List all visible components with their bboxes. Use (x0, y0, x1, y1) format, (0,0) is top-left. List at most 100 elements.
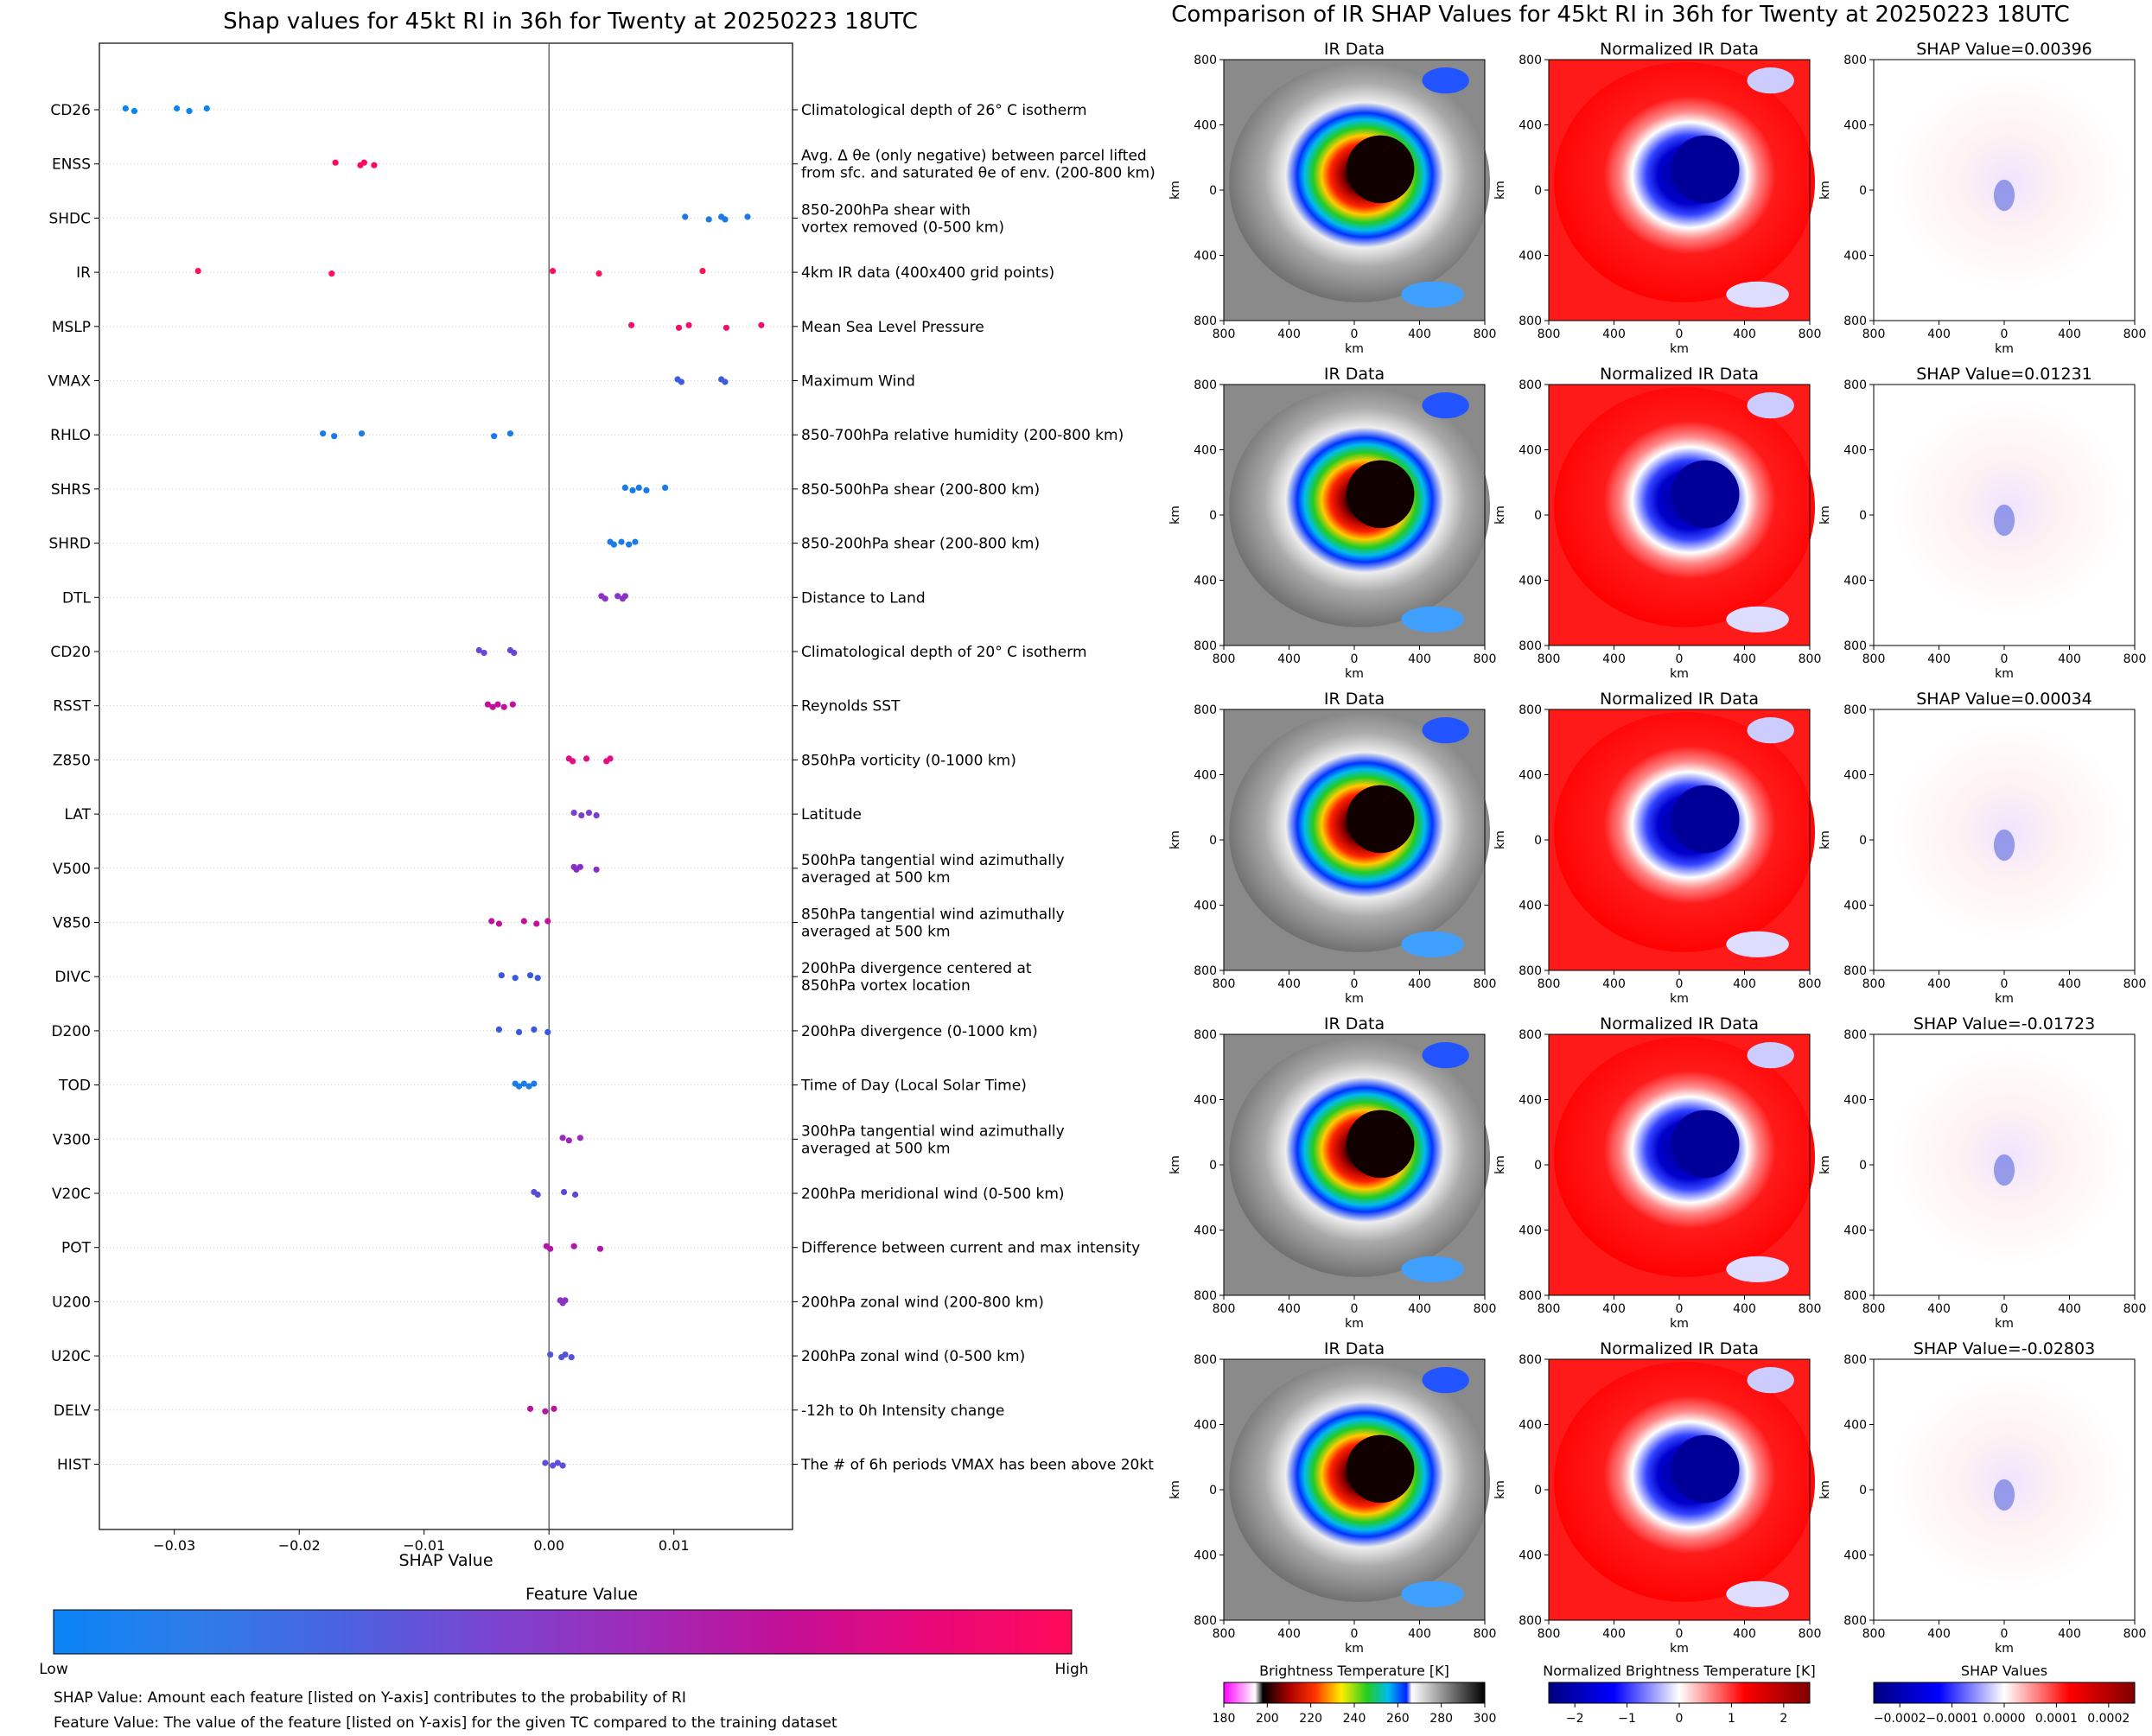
feature-label: MSLP (52, 319, 91, 336)
shap-point-shdc (705, 216, 712, 223)
cloud-cluster (1726, 931, 1789, 957)
panel-y-tick-label: 400 (1843, 900, 1867, 913)
feature-description: averaged at 500 km (801, 924, 951, 941)
panel-x-tick-label: 400 (1408, 1627, 1431, 1641)
panel-title: IR Data (1324, 690, 1385, 709)
cloud-cluster (1747, 1042, 1794, 1069)
shap-point-shrs (643, 486, 650, 494)
shap-point-shrs (629, 486, 636, 494)
panel-title: SHAP Value=0.00396 (1916, 40, 2092, 59)
shap-point-delv (542, 1408, 549, 1415)
shap-point-cd26 (186, 107, 193, 115)
panel-x-label: km (1345, 342, 1364, 356)
panel-y-tick-label: 400 (1843, 1419, 1867, 1433)
storm-core (1671, 1110, 1740, 1179)
feature-description: Climatological depth of 26° C isotherm (801, 102, 1087, 119)
panel-x-tick-label: 800 (1538, 652, 1561, 666)
panel-x-tick-label: 400 (1408, 1302, 1431, 1316)
panel-y-tick-label: 400 (1518, 250, 1542, 264)
cloud-cluster (1747, 392, 1794, 419)
panel-y-tick-label: 0 (1209, 509, 1217, 523)
panel-x-tick-label: 400 (1277, 977, 1301, 991)
panel-title: IR Data (1324, 365, 1385, 384)
shap-point-lat (570, 810, 577, 817)
feature-label: V20C (52, 1186, 91, 1203)
panel-x-tick-label: 0 (2001, 1302, 2009, 1316)
panel-x-tick-label: 800 (2123, 1302, 2147, 1316)
x-tick-label: −0.01 (403, 1537, 445, 1554)
storm-core (1671, 1434, 1740, 1504)
panel-x-tick-label: 800 (1213, 1627, 1236, 1641)
panel-x-tick-label: 800 (1862, 1627, 1886, 1641)
x-tick-label: 0.00 (533, 1537, 564, 1554)
x-tick-label: −0.03 (153, 1537, 195, 1554)
panel-x-tick-label: 400 (1927, 1302, 1951, 1316)
shap-point-pot (596, 1245, 604, 1252)
shap-point-tod (515, 1083, 523, 1090)
shap-point-v300 (565, 1137, 572, 1144)
panel-y-label: km (1493, 181, 1507, 200)
shap-point-rhlo (506, 430, 514, 437)
panel-y-label: km (1493, 1155, 1507, 1174)
shap-point-delv (551, 1405, 557, 1412)
right-title: Comparison of IR SHAP Values for 45kt RI… (1171, 2, 2069, 28)
shap-core (1993, 504, 2015, 537)
panel-y-tick-label: 0 (1859, 834, 1867, 848)
panel-y-tick-label: 800 (1843, 964, 1867, 978)
panel-x-tick-label: 400 (1602, 652, 1626, 666)
feature-description: vortex removed (0-500 km) (801, 219, 1004, 236)
feature-label: LAT (64, 806, 91, 823)
panel-y-label: km (1493, 506, 1507, 525)
panel-y-label: km (1168, 181, 1182, 200)
panel-y-tick-label: 800 (1843, 1028, 1867, 1042)
panel-y-tick-label: 800 (1194, 1289, 1217, 1303)
ir-panel-r5-c3: SHAP Value=-0.02803800800400400004004008… (1818, 1339, 2146, 1656)
panel-colorbar-tick-label: 260 (1386, 1712, 1410, 1726)
shap-point-ir (549, 268, 557, 275)
panel-x-tick-label: 400 (1733, 652, 1756, 666)
cloud-cluster (1747, 717, 1794, 744)
panel-title: SHAP Value=-0.01723 (1913, 1014, 2095, 1033)
panel-y-tick-label: 400 (1843, 769, 1867, 783)
shap-point-ir (328, 270, 335, 277)
feature-description: Latitude (801, 806, 862, 823)
shap-point-vmax (678, 378, 684, 385)
panel-colorbar-tick-label: 0.0001 (2035, 1712, 2078, 1726)
shap-point-v500 (576, 863, 583, 870)
shap-point-d200 (515, 1028, 523, 1035)
shap-point-shdc (682, 213, 689, 220)
x-tick-label: −0.02 (278, 1537, 321, 1554)
panel-x-tick-label: 800 (1213, 977, 1236, 991)
panel-y-tick-label: 0 (1534, 509, 1542, 523)
panel-x-tick-label: 0 (1351, 652, 1359, 666)
x-axis-label: SHAP Value (398, 1551, 493, 1570)
panel-y-tick-label: 800 (1194, 703, 1217, 717)
panel-y-tick-label: 800 (1843, 315, 1867, 328)
panel-x-tick-label: 0 (1351, 327, 1359, 341)
panel-x-tick-label: 400 (1408, 977, 1431, 991)
shap-point-mslp (723, 324, 730, 331)
shap-point-shrd (632, 538, 639, 545)
cloud-cluster (1401, 931, 1464, 957)
panel-x-tick-label: 0 (2001, 327, 2009, 341)
panel-y-label: km (1168, 1480, 1182, 1499)
panel-x-tick-label: 800 (1799, 977, 1822, 991)
panel-x-tick-label: 800 (1474, 327, 1497, 341)
shap-point-v850 (544, 918, 551, 925)
panel-y-tick-label: 0 (1859, 184, 1867, 198)
shap-point-rhlo (331, 433, 338, 440)
feature-description: 500hPa tangential wind azimuthally (801, 852, 1065, 869)
panel-y-tick-label: 400 (1518, 1224, 1542, 1238)
panel-title: IR Data (1324, 1339, 1385, 1358)
panel-y-tick-label: 800 (1843, 1614, 1867, 1628)
shap-point-mslp (685, 321, 692, 328)
shap-point-v850 (488, 918, 495, 925)
panel-y-tick-label: 0 (1534, 184, 1542, 198)
panel-y-tick-label: 400 (1843, 575, 1867, 588)
panel-title: Normalized IR Data (1600, 1014, 1759, 1033)
panel-x-tick-label: 400 (2058, 1627, 2081, 1641)
panel-colorbar-tick-label: 0.0000 (1983, 1712, 2026, 1726)
panel-y-tick-label: 800 (1518, 703, 1542, 717)
